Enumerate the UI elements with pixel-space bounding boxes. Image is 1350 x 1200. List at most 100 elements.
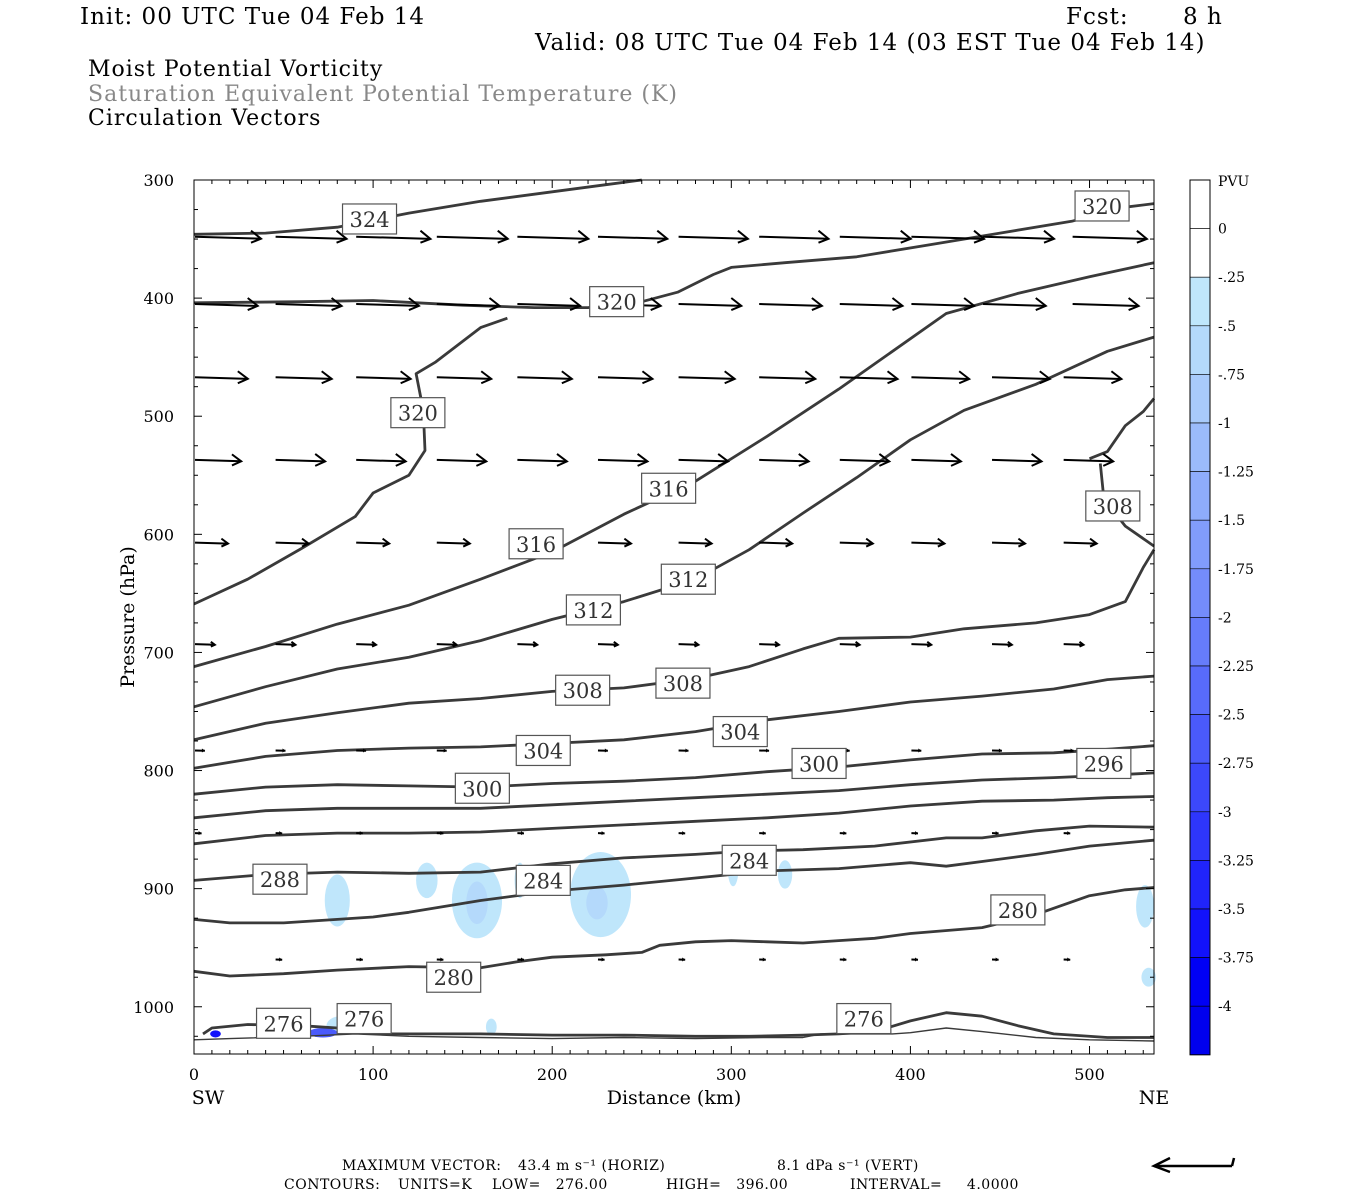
vector-arrow [991, 640, 1014, 648]
vector-arrow [1063, 640, 1086, 648]
vector-arrow [983, 297, 1048, 311]
contour-label-316: 316 [641, 472, 697, 504]
vector-arrow [759, 453, 811, 467]
vector-arrow [678, 297, 744, 311]
vector-arrow [194, 537, 230, 548]
vector-arrow [991, 453, 1044, 467]
vector-arrow [839, 831, 847, 836]
vector-arrow [275, 370, 334, 385]
pv-shade-1 [416, 862, 438, 899]
contour-label-308: 308 [1085, 490, 1141, 522]
contour-296-10 [193, 771, 1155, 820]
vector-arrow [356, 537, 392, 548]
vector-arrow [275, 831, 283, 836]
colorbar-swatch [1189, 811, 1211, 861]
vector-arrow [1063, 537, 1099, 548]
vector-arrow [597, 831, 605, 836]
pv-colorbar: 0 -.25 -.5 -.75 -1 -1.25 -1.5 -1.75 -2 -2.25 -2.5 -… [1189, 179, 1254, 1056]
colorbar-swatch [1189, 860, 1211, 910]
vector-arrow [194, 297, 260, 311]
sw-end-label: SW [192, 1087, 225, 1109]
vector-arrow [759, 640, 781, 648]
contour-308-6 [1088, 397, 1156, 461]
vector-arrow [1063, 957, 1071, 962]
contours-label: CONTOURS: [284, 1177, 381, 1193]
colorbar-swatch [1189, 617, 1211, 667]
vector-arrow [436, 957, 444, 962]
y-tick-label: 1000 [133, 998, 174, 1017]
pv-shade-9 [1136, 885, 1154, 928]
vector-arrow [356, 453, 408, 467]
colorbar-swatch [1189, 325, 1211, 375]
y-tick-label: 400 [143, 289, 174, 308]
max-vector-label: MAXIMUM VECTOR: [342, 1158, 502, 1174]
vector-arrow [517, 453, 569, 467]
y-tick-label: 600 [143, 525, 174, 544]
vector-arrow [517, 957, 525, 962]
title-mpv: Moist Potential Vorticity [88, 57, 384, 82]
vector-arrow [1072, 229, 1149, 244]
contour-label-296: 296 [1076, 747, 1132, 780]
contour-label-320: 320 [589, 286, 645, 318]
vector-arrow [911, 640, 934, 648]
colorbar-label: -3.75 [1218, 951, 1254, 967]
vector-arrow [839, 537, 875, 548]
contours-units: UNITS=K [398, 1177, 473, 1193]
colorbar-label: -4 [1218, 999, 1232, 1015]
vector-arrow [911, 453, 963, 467]
vector-arrow [597, 229, 670, 244]
contour-label-text: 308 [1093, 495, 1133, 519]
colorbar-label: -2.75 [1218, 756, 1254, 772]
contour-320-2 [193, 316, 508, 606]
x-tick-label: 200 [537, 1065, 568, 1084]
vector-arrow [517, 229, 591, 244]
vector-arrow [911, 537, 947, 548]
y-tick-label: 500 [143, 407, 174, 426]
contour-label-text: 316 [516, 533, 556, 557]
plot-frame [193, 179, 1155, 1055]
contour-272-16 [193, 1027, 1155, 1042]
ne-end-label: NE [1139, 1087, 1170, 1109]
vector-arrow [517, 297, 583, 311]
valid-time: Valid: 08 UTC Tue 04 Feb 14 (03 EST Tue … [535, 30, 1206, 56]
vector-arrow [194, 453, 244, 467]
contour-label-284: 284 [721, 844, 777, 876]
colorbar-label: -3.5 [1218, 902, 1245, 918]
contour-label-304: 304 [515, 734, 571, 767]
vector-arrow [275, 229, 349, 244]
contour-label-text: 312 [668, 568, 708, 592]
contour-324-0 [193, 178, 642, 236]
colorbar-label: -3 [1218, 805, 1232, 821]
vector-arrow [991, 748, 1002, 753]
vector-arrow [839, 229, 913, 244]
x-tick-label: 100 [358, 1065, 389, 1084]
vector-arrow [759, 831, 766, 836]
vector-arrow [356, 640, 378, 648]
contour-label-text: 276 [264, 1012, 304, 1036]
vector-arrow [436, 537, 472, 548]
vector-arrow [436, 229, 510, 244]
vector-arrow [678, 229, 750, 244]
contours-low: LOW= 276.00 [492, 1177, 608, 1193]
y-tick-label: 300 [143, 171, 174, 190]
circulation-vectors [194, 229, 1149, 962]
contour-label-300: 300 [454, 772, 510, 804]
title-vectors: Circulation Vectors [88, 106, 322, 131]
vector-arrow [517, 640, 540, 648]
vector-arrow [759, 748, 770, 753]
pv-shade-12 [485, 1018, 497, 1036]
x-tick-label: 0 [189, 1065, 199, 1084]
contour-292-11 [193, 795, 1155, 846]
vector-arrow [597, 957, 605, 962]
colorbar-label: -2 [1218, 610, 1232, 626]
contour-label-text: 308 [563, 679, 603, 703]
colorbar-swatch [1189, 568, 1211, 618]
vector-arrow [678, 537, 714, 548]
vector-arrow [1063, 370, 1124, 385]
vector-arrow [911, 957, 919, 962]
contour-label-text: 324 [349, 208, 389, 232]
max-vector-horiz: 43.4 m s⁻¹ (HORIZ) [518, 1158, 666, 1174]
vector-arrow [911, 831, 919, 836]
contour-label-text: 320 [398, 402, 438, 426]
